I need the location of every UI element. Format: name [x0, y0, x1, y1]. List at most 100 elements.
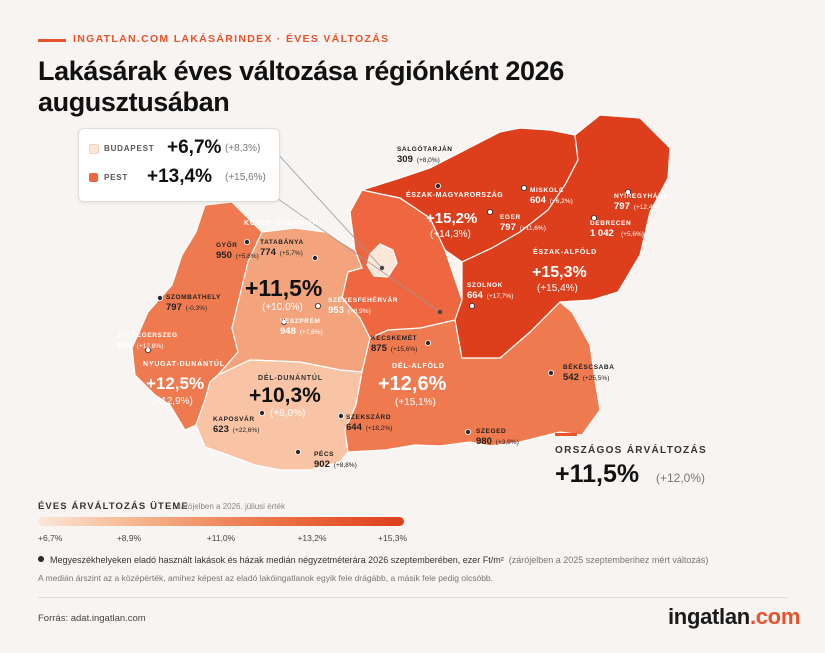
city-dot	[424, 339, 431, 346]
city-price: 875	[371, 343, 388, 354]
scale-tick-5: +15,3%	[378, 533, 408, 543]
bullet-dot	[38, 556, 44, 562]
region-name-kozep-dunantul: KÖZÉP-DUNÁNTÚL	[244, 218, 321, 227]
city-change: (+3,9%)	[496, 439, 519, 446]
city-price: 686	[117, 340, 133, 351]
region-name-nyugat-dunantul: NYUGAT-DUNÁNTÚL	[143, 359, 225, 368]
city-change: (+25,5%)	[583, 375, 610, 382]
city-name: SZEGED	[476, 428, 506, 435]
scale-tick-4: +13,2%	[297, 533, 327, 543]
national-accent-line	[555, 433, 577, 436]
footnote-median: A medián árszint az a középérték, amihez…	[38, 573, 494, 583]
city-dot	[314, 302, 321, 309]
city-change: (+17,7%)	[487, 293, 514, 300]
region-prev-kozep-dunantul: (+10,0%)	[262, 302, 303, 313]
city-change: (+11,6%)	[520, 225, 546, 232]
city-price: 797	[166, 302, 182, 313]
city-name: SZOLNOK	[467, 282, 503, 289]
region-eszak-alfold	[454, 114, 671, 359]
city-price: 797	[500, 222, 516, 233]
brand-logo: ingatlan.com	[668, 604, 801, 629]
city-dot	[591, 214, 598, 221]
region-value-eszak-magyarorszag: +15,2%	[426, 210, 477, 227]
city-change: (+7,6%)	[300, 329, 323, 336]
city-dot	[311, 254, 318, 261]
city-price: 774	[260, 247, 277, 258]
city-dot	[280, 318, 287, 325]
city-change: (+12,4%)	[634, 204, 661, 211]
region-value-eszak-alfold: +15,3%	[532, 264, 587, 281]
national-value: +11,5%	[555, 460, 640, 488]
footer-divider	[38, 597, 787, 598]
city-dot	[294, 448, 301, 455]
page-title: Lakásárak éves változása régiónként 2026…	[38, 56, 564, 117]
city-change: (+18,2%)	[366, 425, 393, 432]
city-dot	[468, 302, 475, 309]
legend-row-budapest: BUDAPEST +6,7% (+8,3%)	[89, 137, 274, 161]
city-dot	[144, 346, 151, 353]
region-value-del-alfold: +12,6%	[378, 373, 447, 395]
city-price: 309	[397, 154, 413, 165]
city-name: DEBRECEN	[590, 220, 631, 227]
city-price: 604	[530, 195, 547, 206]
city-change: (+8,8%)	[334, 462, 357, 469]
city-change: (+8,9%)	[348, 308, 371, 315]
city-dot	[243, 238, 250, 245]
city-dot	[625, 188, 632, 195]
pest-prev: (+15,6%)	[225, 172, 266, 183]
scale-tick-2: +8,9%	[116, 533, 142, 543]
source-text: Forrás: adat.ingatlan.com	[38, 613, 146, 624]
kicker-accent-line	[38, 39, 66, 42]
region-value-kozep-dunantul: +11,5%	[245, 275, 322, 301]
city-price: 542	[563, 372, 579, 383]
region-prev-eszak-alfold: (+15,4%)	[537, 283, 578, 294]
pest-label: PEST	[104, 173, 129, 182]
city-dot	[337, 412, 344, 419]
region-prev-del-dunantul: (+8,0%)	[270, 408, 305, 419]
city-name: KAPOSVÁR	[213, 414, 255, 423]
region-name-eszak-magyarorszag: ÉSZAK-MAGYARORSZÁG	[406, 190, 503, 199]
city-name: MISKOLC	[530, 187, 564, 194]
pest-callout-line	[247, 177, 441, 313]
region-value-del-dunantul: +10,3%	[249, 384, 321, 407]
scale-title: ÉVES ÁRVÁLTOZÁS ÜTEME	[38, 501, 189, 512]
kicker: INGATLAN.COM LAKÁSÁRINDEX · ÉVES VÁLTOZÁ…	[73, 33, 390, 45]
region-prev-eszak-magyarorszag: (+14,3%)	[430, 229, 471, 240]
pest-value: +13,4%	[147, 166, 212, 187]
city-change: (+12,8%)	[137, 343, 164, 350]
city-name: NYÍREGYHÁZA	[614, 191, 668, 200]
color-scale-bar	[38, 517, 404, 526]
city-price: 950	[216, 250, 232, 261]
city-price: 902	[314, 459, 330, 470]
city-change: (+8,0%)	[417, 157, 440, 164]
city-change: (+6,2%)	[550, 198, 573, 205]
city-dot	[521, 184, 528, 191]
city-dot	[258, 409, 265, 416]
budapest-callout-line	[275, 151, 383, 269]
footnote-text: Megyeszékhelyeken eladó használt lakások…	[50, 555, 504, 565]
city-change: (+5,6%)	[621, 231, 644, 238]
city-dot	[434, 182, 441, 189]
region-name-del-alfold: DÉL-ALFÖLD	[392, 361, 445, 370]
budapest-label: BUDAPEST	[104, 144, 155, 153]
city-price: 1 042	[590, 228, 614, 239]
city-name: SZOMBATHELY	[166, 294, 221, 301]
footnote-methodology: Megyeszékhelyeken eladó használt lakások…	[38, 555, 708, 565]
city-change: (+5,7%)	[280, 250, 303, 257]
budapest-swatch	[89, 144, 99, 154]
city-price: 664	[467, 290, 484, 301]
budapest-pest-legend: BUDAPEST +6,7% (+8,3%) PEST +13,4% (+15,…	[78, 128, 280, 202]
scale-tick-3: +11,0%	[206, 533, 236, 543]
budapest-value: +6,7%	[167, 137, 222, 158]
pest-swatch	[89, 173, 98, 182]
region-name-eszak-alfold: ÉSZAK-ALFÖLD	[533, 247, 597, 256]
city-dot	[486, 208, 493, 215]
city-name: SZÉKESFEHÉRVÁR	[328, 295, 398, 304]
legend-row-pest: PEST +13,4% (+15,6%)	[89, 166, 274, 190]
city-name: BÉKÉSCSABA	[563, 362, 615, 371]
city-price: 644	[346, 422, 363, 433]
region-prev-del-alfold: (+15,1%)	[395, 397, 436, 408]
budapest-prev: (+8,3%)	[225, 143, 261, 154]
city-name: VESZPRÉM	[280, 316, 321, 325]
city-name: PÉCS	[314, 449, 334, 458]
